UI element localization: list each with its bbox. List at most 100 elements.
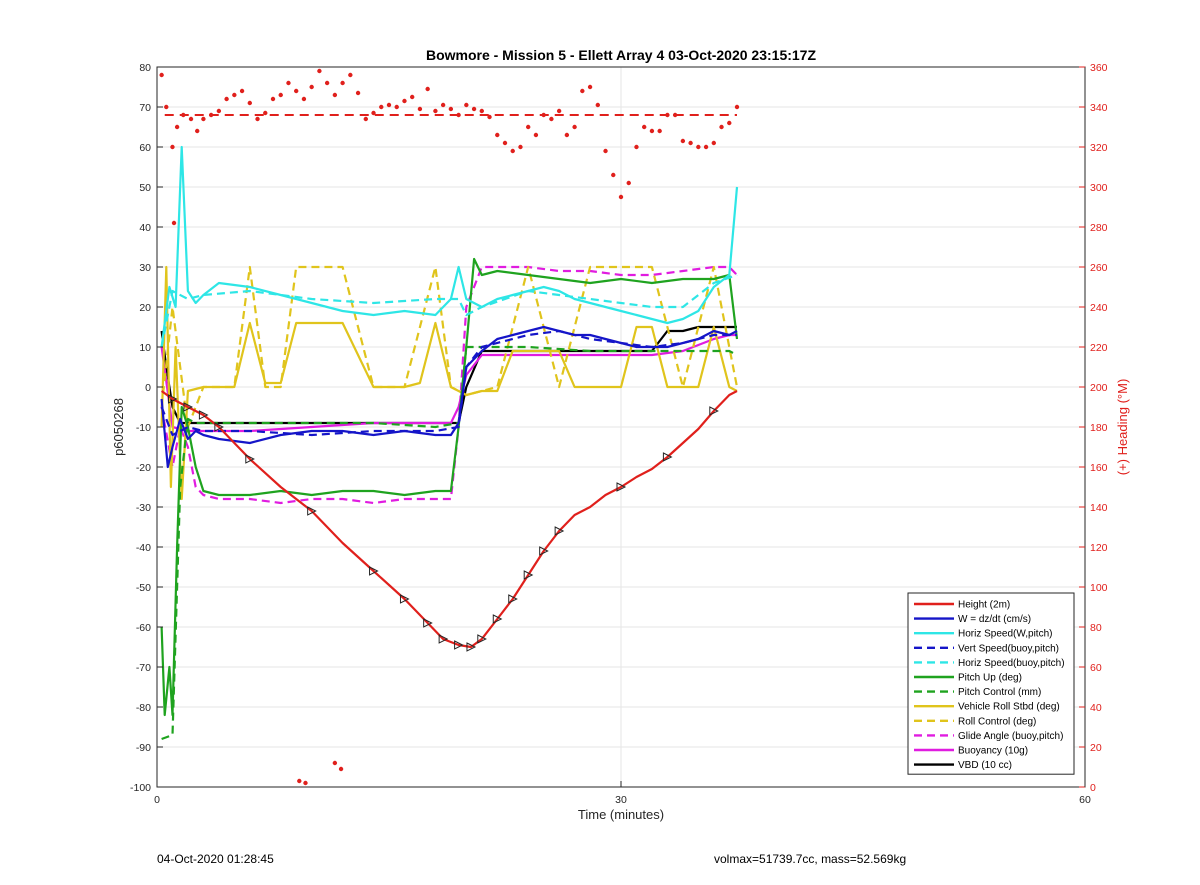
heading-point: [618, 194, 624, 200]
y-tick-label: -80: [136, 702, 151, 714]
height-marker: [539, 546, 549, 556]
heading-point: [332, 92, 338, 98]
heading-point: [171, 220, 177, 226]
heading-point: [549, 116, 554, 122]
height-marker: [214, 422, 224, 432]
heading-point: [734, 104, 740, 110]
legend-label: Height (2m): [958, 600, 1010, 611]
heading-point: [278, 92, 283, 98]
legend-label: Glide Angle (buoy,pitch): [958, 731, 1063, 742]
heading-point: [572, 124, 577, 130]
legend-label: W = dz/dt (cm/s): [958, 614, 1031, 625]
heading-point: [595, 102, 600, 108]
heading-point: [303, 780, 308, 786]
legend-label: Buoyancy (10g): [958, 746, 1028, 757]
heading-point: [232, 92, 237, 98]
series-pitch-up-deg: [160, 257, 739, 717]
y-tick-label: 70: [139, 102, 151, 114]
heading-point: [580, 88, 585, 94]
height-marker: [167, 394, 178, 404]
height-marker: [183, 402, 194, 412]
height-marker: [508, 594, 518, 604]
series-height-2m: [160, 390, 738, 649]
y-tick-label: 60: [139, 142, 151, 154]
heading-layer: [159, 68, 740, 786]
y2-tick-label: 320: [1090, 142, 1108, 154]
height-marker: [198, 410, 209, 420]
y2-tick-label: 20: [1090, 742, 1102, 754]
y2-tick-label: 40: [1090, 702, 1102, 714]
y2-axis-label: (+) Heading (°M): [1115, 379, 1130, 476]
height-marker: [454, 640, 464, 650]
y2-tick-label: 240: [1090, 302, 1108, 314]
y-tick-label: -90: [136, 742, 151, 754]
y-tick-label: 10: [139, 342, 151, 354]
legend-label: Pitch Up (deg): [958, 673, 1022, 684]
heading-point: [688, 140, 693, 146]
heading-point: [564, 132, 570, 138]
right-axis: 0 20 40 60 80 100 120 140 160 180 200 220 240 260 280 3…: [1079, 62, 1108, 794]
heading-point: [479, 108, 484, 114]
heading-point: [297, 778, 302, 784]
heading-point: [518, 144, 523, 150]
heading-point: [533, 132, 539, 138]
heading-point: [417, 106, 423, 112]
y2-tick-label: 260: [1090, 262, 1108, 274]
heading-point: [379, 104, 384, 110]
heading-point: [247, 100, 252, 106]
x-tick-label: 30: [615, 794, 627, 806]
heading-point: [270, 96, 276, 102]
legend-label: Horiz Speed(buoy,pitch): [958, 658, 1065, 669]
heading-point: [611, 172, 616, 178]
y2-tick-label: 0: [1090, 782, 1096, 794]
series-buoyancy-10g: [160, 333, 737, 433]
y2-tick-label: 360: [1090, 62, 1108, 74]
y2-tick-label: 60: [1090, 662, 1102, 674]
y2-tick-label: 100: [1090, 582, 1108, 594]
height-marker: [616, 482, 627, 492]
height-marker: [477, 634, 487, 644]
height-marker: [438, 634, 449, 644]
legend-label: Vert Speed(buoy,pitch): [958, 643, 1059, 654]
y-tick-label: 30: [139, 262, 151, 274]
series-glide-angle-buoy-pitch: [160, 265, 738, 505]
heading-point: [634, 144, 639, 150]
heading-point: [340, 80, 345, 86]
y-tick-label: -70: [136, 662, 151, 674]
height-marker: [399, 594, 410, 604]
x-tick-label: 60: [1079, 794, 1091, 806]
heading-point: [348, 72, 353, 78]
y-tick-label: 50: [139, 182, 151, 194]
heading-point: [410, 94, 415, 100]
heading-point: [355, 90, 361, 96]
heading-point: [294, 88, 299, 94]
heading-point: [448, 106, 454, 112]
y-tick-label: -30: [136, 502, 151, 514]
height-marker: [709, 406, 719, 416]
series-layer: [160, 145, 739, 741]
heading-point: [649, 128, 655, 134]
height-marker: [369, 566, 379, 576]
heading-point: [402, 98, 407, 104]
y2-tick-label: 280: [1090, 222, 1108, 234]
legend-label: VBD (10 cc): [958, 760, 1012, 771]
heading-point: [727, 120, 732, 126]
y-axis-label: p6050268: [111, 398, 126, 456]
heading-point: [680, 138, 686, 144]
footer-mass-info: volmax=51739.7cc, mass=52.569kg: [714, 852, 907, 866]
heading-point: [471, 106, 477, 112]
series-vehicle-roll-stbd-deg: [160, 265, 738, 501]
y2-tick-label: 340: [1090, 102, 1108, 114]
x-tick-label: 0: [154, 794, 160, 806]
heading-point: [224, 96, 229, 102]
chart-title: Bowmore - Mission 5 - Ellett Array 4 03-…: [426, 47, 817, 63]
heading-point: [371, 110, 376, 116]
legend-label: Horiz Speed(W,pitch): [958, 629, 1052, 640]
y-tick-label: -10: [136, 422, 151, 434]
heading-point: [626, 180, 631, 186]
y2-tick-label: 160: [1090, 462, 1108, 474]
height-marker: [245, 454, 255, 464]
y-tick-label: -100: [130, 782, 151, 794]
legend-box: [907, 592, 1075, 775]
series-horiz-speed-buoy-pitch: [160, 273, 738, 348]
